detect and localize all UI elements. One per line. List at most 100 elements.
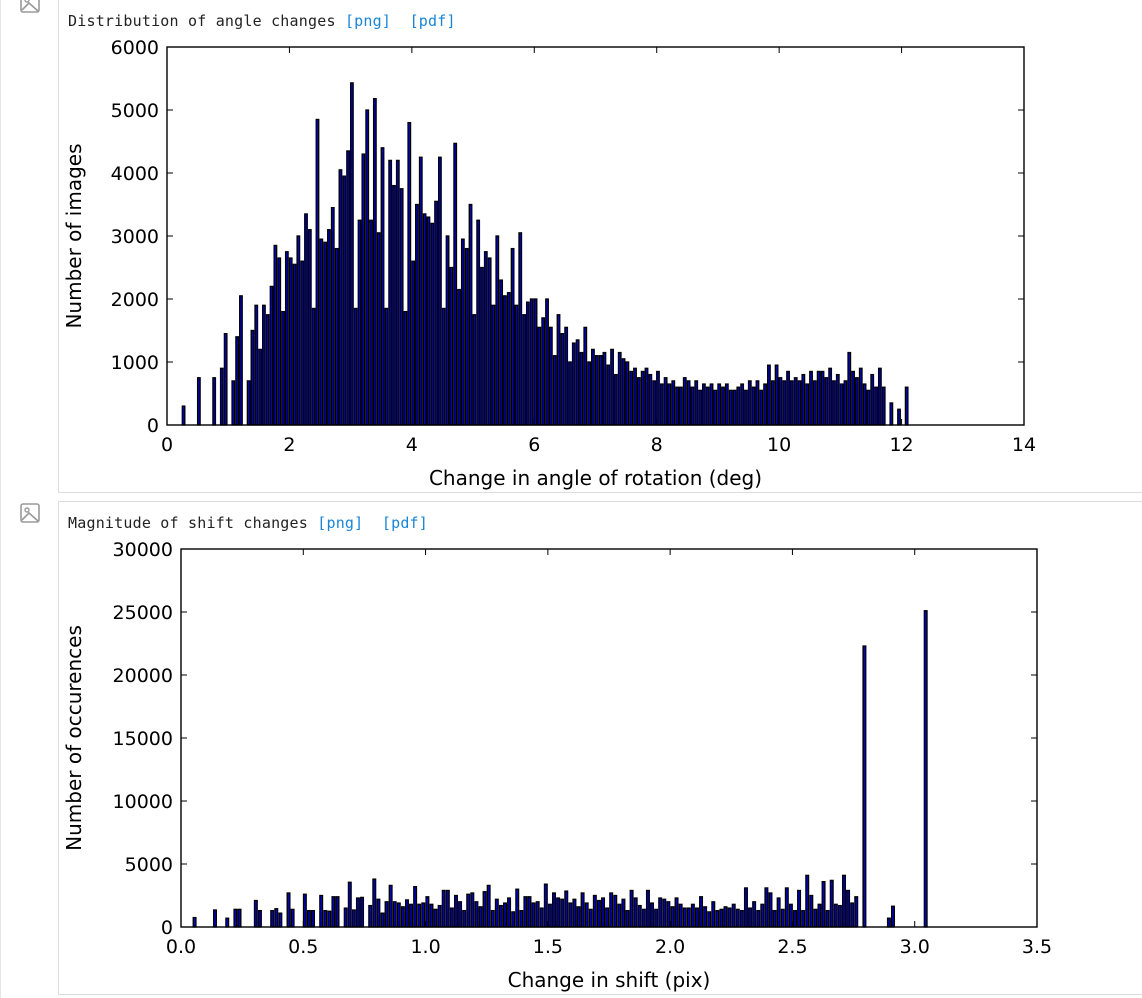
histogram-bar [698, 389, 702, 426]
histogram-bar [235, 336, 240, 426]
histogram-bar [404, 899, 409, 928]
histogram-bar [699, 896, 704, 928]
histogram-bar [433, 908, 438, 928]
histogram-bar [843, 380, 848, 426]
histogram-bar [841, 874, 846, 928]
histogram-bar [829, 879, 834, 928]
histogram-bar [752, 901, 757, 928]
histogram-bar [596, 899, 601, 928]
histogram-bar [709, 383, 714, 426]
histogram-bar [587, 361, 592, 426]
histogram-bar [330, 206, 335, 426]
histogram-bar [474, 901, 479, 928]
histogram-bar [355, 897, 360, 928]
histogram-bar [422, 213, 427, 426]
histogram-bar [690, 386, 695, 426]
histogram-bar [480, 266, 484, 426]
histogram-bar [658, 897, 663, 928]
histogram-bar [396, 902, 401, 928]
histogram-bar [311, 307, 316, 426]
histogram-bar [223, 332, 228, 426]
histogram-bar [755, 380, 760, 426]
histogram-bar [583, 326, 588, 426]
x-axis-label: Change in shift (pix) [508, 968, 711, 992]
histogram-bar [499, 279, 504, 426]
histogram-bar [212, 909, 217, 928]
pdf-link[interactable]: [pdf] [381, 514, 429, 532]
y-tick-label: 10000 [113, 791, 173, 813]
histogram-bar [592, 894, 597, 928]
histogram-bar [476, 219, 481, 426]
histogram-bar [847, 351, 852, 426]
histogram-bar [727, 907, 732, 928]
histogram-bar [486, 884, 491, 928]
histogram-bar [351, 909, 356, 928]
caption-text: Distribution of angle changes [68, 12, 336, 30]
histogram-bar [556, 314, 561, 426]
histogram-bar [610, 348, 614, 426]
histogram-bar [904, 386, 909, 426]
y-axis-label: Number of occurences [62, 625, 86, 851]
histogram-bar [334, 247, 339, 426]
histogram-bar [490, 909, 495, 928]
histogram-bar [891, 905, 896, 928]
histogram-bar [707, 911, 712, 928]
histogram-bar [671, 380, 676, 426]
x-tick-label: 8 [651, 434, 663, 456]
histogram-bar [392, 901, 397, 928]
histogram-bar [792, 909, 797, 928]
histogram-bar [784, 887, 789, 928]
histogram-bar [254, 304, 259, 426]
pdf-link[interactable]: [pdf] [409, 12, 456, 30]
histogram-bar [580, 892, 585, 928]
histogram-bar [342, 175, 347, 426]
histogram-bar [384, 307, 389, 426]
histogram-bar [782, 380, 787, 426]
figure-panel-shift: Magnitude of shift changes [png] [pdf] 0… [58, 501, 1142, 995]
histogram-bar [675, 386, 680, 426]
histogram-bar [717, 383, 722, 426]
histogram-bar [759, 389, 764, 426]
histogram-bar [468, 203, 473, 426]
histogram-bar [694, 380, 699, 426]
histogram-bar [246, 380, 251, 426]
histogram-bar [360, 896, 365, 928]
histogram-bar [832, 380, 836, 426]
histogram-bar [523, 896, 528, 928]
histogram-bar [713, 389, 718, 426]
histogram-bar [349, 82, 354, 426]
histogram-bar [579, 351, 584, 426]
histogram-bar [637, 904, 642, 928]
histogram-bar [641, 908, 646, 928]
histogram-bar [270, 909, 275, 928]
histogram-bar [705, 386, 710, 426]
histogram-bar [258, 348, 263, 426]
histogram-bar [723, 906, 728, 928]
png-link[interactable]: [png] [344, 12, 392, 30]
histogram-bar [495, 235, 500, 426]
histogram-bar [522, 314, 526, 426]
histogram-bar [265, 314, 270, 426]
histogram-bar [278, 912, 283, 928]
histogram-bar [361, 153, 366, 426]
png-link[interactable]: [png] [317, 514, 364, 532]
x-tick-label: 10 [767, 434, 791, 456]
histogram-bar [353, 307, 358, 426]
histogram-bar [304, 213, 308, 426]
histogram-bar [572, 898, 577, 928]
histogram-bar [682, 907, 687, 928]
histogram-bar [507, 897, 512, 928]
histogram-bar [372, 878, 377, 928]
histogram-bar [449, 907, 454, 928]
histogram-bar [515, 888, 520, 928]
histogram-bar [388, 159, 393, 426]
histogram-bar [327, 910, 332, 928]
histogram-bar [778, 377, 783, 426]
histogram-bar [824, 377, 829, 426]
histogram-bar [415, 203, 419, 426]
histogram-bar [828, 367, 833, 426]
histogram-bar [323, 241, 328, 426]
histogram-bar [380, 147, 385, 426]
histogram-bar [514, 304, 519, 426]
histogram-bar [290, 908, 295, 928]
